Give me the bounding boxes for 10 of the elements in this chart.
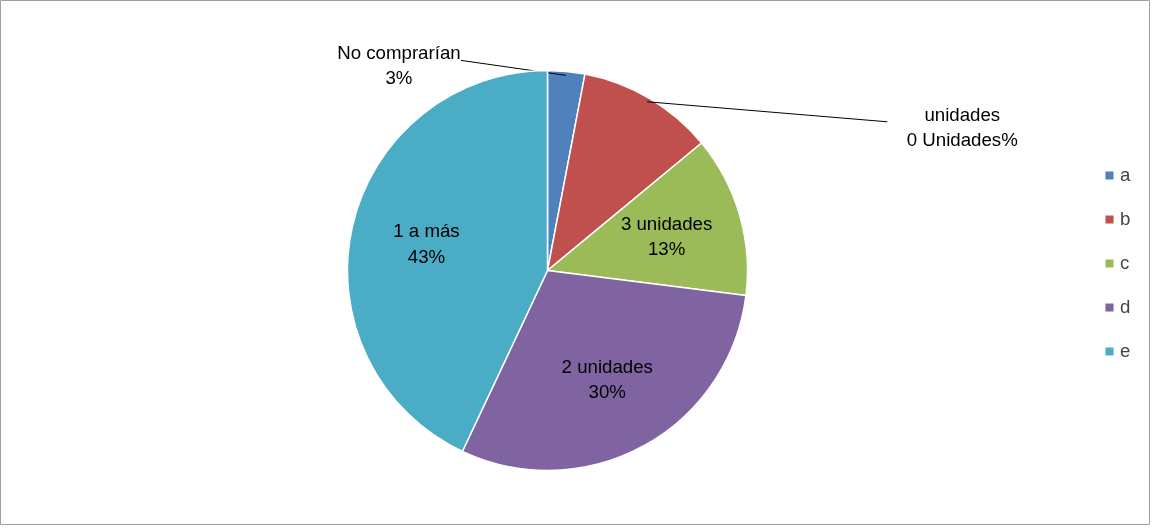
data-label: 3 unidades 13% — [620, 212, 713, 260]
legend-label: c — [1120, 251, 1131, 274]
legend-label: b — [1120, 207, 1132, 230]
data-label: No comprarían 3% — [337, 42, 461, 89]
legend-label: d — [1120, 295, 1132, 318]
data-label: unidades 0 Unidades% — [906, 103, 1018, 150]
data-label: 1 a más 43% — [393, 220, 460, 267]
legend-label: a — [1120, 163, 1132, 186]
data-label: 2 unidades 30% — [561, 356, 653, 403]
legend-label: e — [1120, 339, 1132, 362]
